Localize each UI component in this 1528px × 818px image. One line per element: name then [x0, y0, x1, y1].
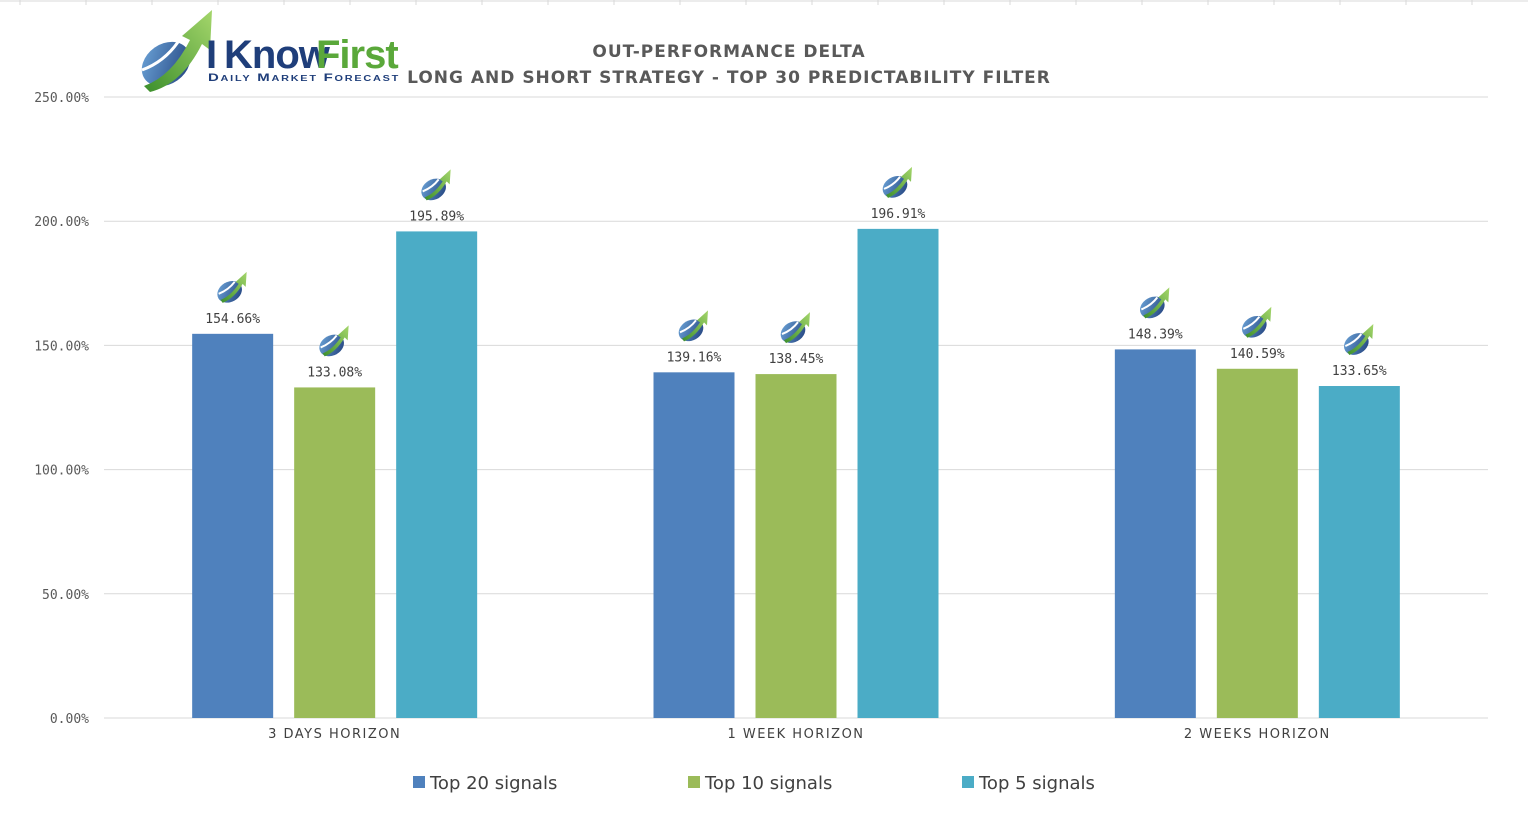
x-tick-label: 3 DAYS HORIZON: [268, 727, 401, 742]
data-label: 154.66%: [205, 312, 260, 327]
ikf-logo-icon: [212, 270, 248, 308]
bar: [1114, 349, 1196, 718]
legend: Top 20 signals Top 10 signals Top 5 sign…: [413, 773, 1095, 794]
x-axis: 3 DAYS HORIZON 1 WEEK HORIZON 2 WEEKS HORI…: [268, 727, 1331, 742]
ikf-logo-icon: [775, 311, 811, 349]
logo-tagline: Daily Market Forecast: [208, 72, 400, 84]
legend-label: Top 5 signals: [978, 773, 1095, 794]
ikf-logo-icon: [314, 324, 350, 362]
ikf-logo: I Know First Daily Market Forecast: [141, 10, 400, 92]
data-label: 138.45%: [769, 352, 824, 367]
legend-swatch: [413, 776, 425, 788]
ikf-logo-icon: [877, 165, 913, 204]
bar: [1318, 386, 1400, 718]
data-label: 148.39%: [1128, 327, 1183, 342]
data-label: 140.59%: [1230, 347, 1285, 362]
bar: [294, 387, 376, 718]
data-label: 133.08%: [307, 365, 362, 380]
y-tick-label: 150.00%: [34, 339, 89, 354]
bar: [1216, 368, 1298, 718]
ikf-logo-icon: [1339, 323, 1375, 361]
bars: 154.66% 133.08% 195.89% 139.16% 138.45% 196.9…: [192, 165, 1400, 719]
logo-word-first: First: [316, 33, 398, 77]
top-border: [0, 0, 1528, 5]
legend-item-top-5: Top 5 signals: [962, 773, 1095, 794]
y-tick-label: 50.00%: [42, 588, 89, 603]
bar: [653, 372, 735, 718]
data-label: 139.16%: [667, 350, 722, 365]
legend-item-top-20: Top 20 signals: [413, 773, 557, 794]
data-label: 196.91%: [871, 207, 926, 222]
legend-label: Top 10 signals: [704, 773, 832, 794]
bar: [192, 333, 274, 718]
data-label: 133.65%: [1332, 364, 1387, 379]
x-tick-label: 2 WEEKS HORIZON: [1184, 727, 1331, 742]
ikf-logo-icon: [1135, 286, 1171, 324]
y-tick-label: 0.00%: [50, 712, 89, 727]
chart-subtitle: LONG AND SHORT STRATEGY - TOP 30 PREDICT…: [407, 68, 1051, 88]
bar: [857, 228, 939, 719]
legend-label: Top 20 signals: [429, 773, 557, 794]
ikf-logo-icon: [416, 168, 452, 206]
legend-swatch: [688, 776, 700, 788]
y-axis: 0.00% 50.00% 100.00% 150.00% 200.00% 250.00%: [34, 91, 89, 727]
y-tick-label: 250.00%: [34, 91, 89, 106]
legend-item-top-10: Top 10 signals: [688, 773, 832, 794]
bar: [755, 374, 837, 718]
logo-word-know: Know: [224, 33, 331, 77]
ikf-logo-icon: [1237, 305, 1273, 343]
bar: [396, 231, 478, 718]
legend-swatch: [962, 776, 974, 788]
logo-word-i: I: [206, 33, 216, 77]
y-tick-label: 100.00%: [34, 464, 89, 479]
chart-title: OUT-PERFORMANCE DELTA: [592, 42, 865, 62]
y-tick-label: 200.00%: [34, 215, 89, 230]
logo-arrow-icon: [144, 10, 212, 92]
ikf-logo-icon: [673, 309, 709, 347]
data-label: 195.89%: [409, 209, 464, 224]
x-tick-label: 1 WEEK HORIZON: [727, 727, 864, 742]
